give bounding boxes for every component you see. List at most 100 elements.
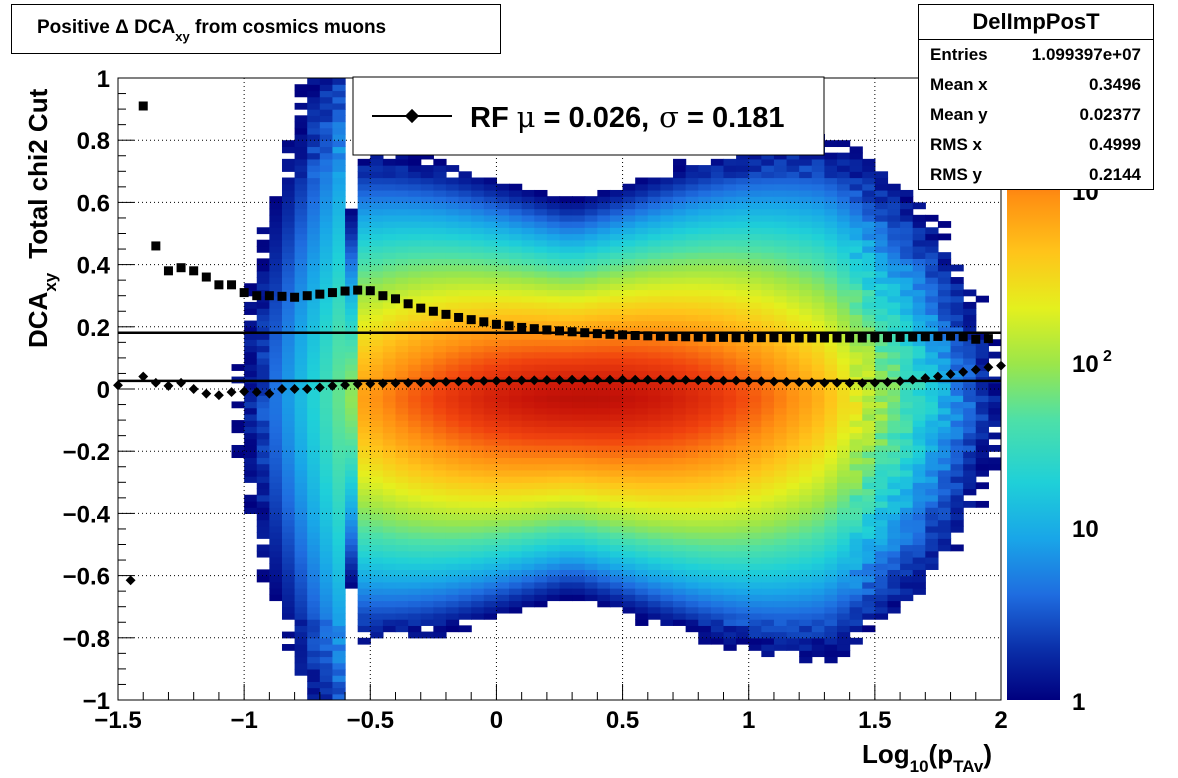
heatmap-cell [572, 283, 586, 291]
heatmap-cell [408, 295, 422, 303]
heatmap-cell [281, 588, 296, 595]
heatmap-cell [534, 432, 548, 440]
heatmap-cell [307, 214, 321, 222]
heatmap-cell [723, 289, 737, 297]
heatmap-cell [244, 438, 258, 446]
heatmap-cell [294, 333, 308, 340]
heatmap-cell [256, 407, 270, 415]
heatmap-cell [698, 631, 712, 639]
heatmap-cell [420, 426, 434, 434]
heatmap-cell [420, 245, 434, 253]
heatmap-cell [849, 625, 863, 633]
heatmap-cell [572, 351, 586, 359]
heatmap-cell [748, 594, 762, 602]
heatmap-cell [635, 295, 649, 303]
heatmap-cell [748, 644, 762, 651]
heatmap-cell [773, 612, 788, 620]
heatmap-cell [458, 202, 472, 210]
heatmap-cell [307, 432, 321, 440]
heatmap-cell [710, 451, 725, 459]
heatmap-cell [382, 413, 397, 421]
heatmap-cell [458, 270, 472, 278]
heatmap-cell [357, 283, 371, 291]
heatmap-cell [445, 227, 460, 235]
heatmap-cell [609, 451, 624, 459]
heatmap-cell [357, 345, 371, 353]
heatmap-cell [862, 233, 876, 241]
heatmap-cell [736, 326, 750, 334]
heatmap-cell [824, 171, 838, 179]
heatmap-cell [710, 395, 725, 403]
heatmap-cell [736, 625, 750, 633]
heatmap-cell [471, 575, 485, 583]
heatmap-cell [673, 351, 687, 359]
heatmap-cell [900, 189, 914, 197]
heatmap-cell [925, 233, 939, 241]
heatmap-cell [900, 538, 914, 546]
heatmap-cell [685, 575, 699, 583]
heatmap-cell [685, 588, 699, 595]
heatmap-cell [420, 395, 434, 403]
heatmap-cell [471, 457, 485, 465]
heatmap-cell [370, 563, 384, 570]
heatmap-cell [345, 264, 359, 272]
heatmap-cell [584, 500, 598, 508]
heatmap-cell [799, 264, 813, 272]
heatmap-cell [710, 382, 725, 390]
heatmap-cell [332, 519, 346, 527]
heatmap-cell [483, 208, 498, 216]
heatmap-cell [685, 525, 699, 533]
mean-point [869, 377, 880, 388]
heatmap-cell [546, 519, 561, 527]
heatmap-cell [521, 364, 535, 371]
heatmap-cell [786, 426, 800, 434]
heatmap-cell [849, 227, 863, 235]
heatmap-cell [294, 432, 308, 440]
heatmap-cell [723, 556, 737, 564]
heatmap-cell [332, 532, 346, 539]
heatmap-cell [559, 252, 573, 259]
heatmap-cell [698, 258, 712, 266]
x-tick-label: −1.5 [94, 707, 141, 734]
heatmap-cell [534, 407, 548, 415]
heatmap-cell [509, 389, 523, 396]
heatmap-cell [546, 245, 561, 253]
heatmap-cell [849, 488, 863, 496]
heatmap-cell [723, 544, 737, 552]
heatmap-cell [963, 301, 977, 309]
heatmap-cell [849, 364, 863, 371]
heatmap-cell [496, 469, 510, 477]
heatmap-cell [370, 575, 384, 583]
heatmap-cell [584, 351, 598, 359]
heatmap-cell [395, 208, 409, 216]
heatmap-cell [319, 420, 334, 427]
heatmap-cell [420, 189, 434, 197]
sigma-point [163, 266, 173, 276]
heatmap-cell [862, 612, 876, 620]
heatmap-cell [673, 239, 687, 247]
heatmap-cell [458, 221, 472, 228]
heatmap-cell [824, 370, 838, 378]
heatmap-cell [837, 451, 851, 459]
heatmap-cell [950, 401, 964, 409]
heatmap-cell [862, 208, 876, 216]
heatmap-cell [597, 563, 611, 570]
sigma-point [529, 324, 539, 334]
heatmap-cell [862, 301, 876, 309]
heatmap-cell [319, 569, 334, 577]
heatmap-cell [307, 451, 321, 459]
heatmap-cell [294, 662, 308, 670]
heatmap-cell [824, 364, 838, 371]
heatmap-cell [887, 252, 901, 259]
heatmap-cell [357, 600, 371, 608]
heatmap-cell [723, 594, 737, 602]
heatmap-cell [963, 413, 977, 421]
mean-point [958, 366, 969, 377]
heatmap-cell [521, 196, 535, 203]
heatmap-cell [332, 494, 346, 502]
heatmap-cell [937, 463, 952, 471]
heatmap-cell [294, 84, 308, 92]
heatmap-cell [433, 538, 447, 546]
heatmap-cell [837, 532, 851, 539]
heatmap-cell [925, 289, 939, 297]
